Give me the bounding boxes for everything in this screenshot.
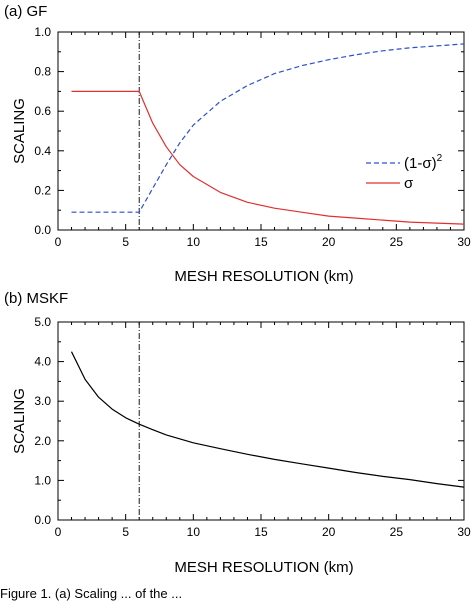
panel-a: (a) GF SCALING MESH RESOLUTION (km) 0 5 10… <box>4 3 471 285</box>
panel-a-label: (a) GF <box>4 3 47 20</box>
x-tick-label: 20 <box>322 525 336 539</box>
legend-item-1-label-base: (1-σ) <box>404 155 437 172</box>
series-line-2 <box>71 90 465 225</box>
y-tick-label: 0.6 <box>34 104 51 118</box>
y-tick-label: 0.0 <box>34 223 51 237</box>
panel-a-legend: (1-σ)2 σ <box>366 153 443 192</box>
x-tick-label: 15 <box>254 235 268 249</box>
legend-item-1-label-sup: 2 <box>437 153 443 164</box>
x-tick-label: 5 <box>122 525 129 539</box>
y-tick-label: 3.0 <box>34 394 51 408</box>
x-tick-label: 10 <box>187 235 201 249</box>
panel-b: (b) MSKF SCALING MESH RESOLUTION (km) 0 5… <box>4 290 471 576</box>
x-tick-label: 10 <box>187 525 201 539</box>
x-tick-label: 25 <box>390 235 404 249</box>
series-line-1 <box>70 351 465 488</box>
panel-b-y-axis-label: SCALING <box>11 388 28 454</box>
y-tick-label: 1.0 <box>34 473 51 487</box>
panel-b-x-axis-label: MESH RESOLUTION (km) <box>174 559 353 576</box>
legend-item-2-label: σ <box>404 175 414 192</box>
plot-frame <box>57 321 465 521</box>
y-tick-label: 0.0 <box>34 513 51 527</box>
x-tick-label: 20 <box>322 235 336 249</box>
plot-frame <box>57 31 465 231</box>
panel-a-x-axis-label: MESH RESOLUTION (km) <box>174 268 353 285</box>
x-tick-label: 30 <box>457 525 471 539</box>
y-tick-label: 1.0 <box>34 25 51 39</box>
x-tick-label: 25 <box>390 525 404 539</box>
y-tick-label: 0.8 <box>34 65 51 79</box>
y-tick-label: 4.0 <box>34 355 51 369</box>
panel-b-label: (b) MSKF <box>4 290 68 307</box>
series-line-1 <box>71 43 465 213</box>
panel-a-y-axis-label: SCALING <box>11 98 28 164</box>
panel-a-plot-area: 0 5 10 15 20 25 30 0.0 0.2 0.4 0.6 0.8 1.0 <box>34 25 471 249</box>
y-tick-label: 0.4 <box>34 144 51 158</box>
x-tick-label: 0 <box>55 235 62 249</box>
y-tick-label: 5.0 <box>34 315 51 329</box>
y-tick-label: 2.0 <box>34 434 51 448</box>
y-tick-label: 0.2 <box>34 183 51 197</box>
x-tick-label: 15 <box>254 525 268 539</box>
x-tick-label: 30 <box>457 235 471 249</box>
panel-b-plot-area: 0 5 10 15 20 25 30 0.0 1.0 2.0 3.0 4.0 5.0 <box>34 315 471 539</box>
x-tick-label: 5 <box>122 235 129 249</box>
x-tick-label: 0 <box>55 525 62 539</box>
legend-item-1-label: (1-σ)2 <box>404 153 443 172</box>
figure-caption: Figure 1. (a) Scaling ... of the ... <box>0 586 182 601</box>
